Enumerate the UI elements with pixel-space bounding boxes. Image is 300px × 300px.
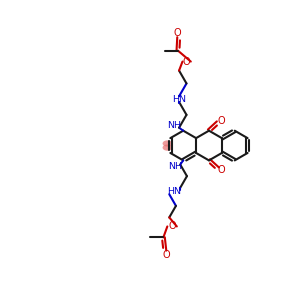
Text: NH: NH [168,162,182,171]
Text: NH: NH [167,121,181,130]
Ellipse shape [163,140,172,147]
Text: O: O [183,57,190,67]
Text: HN: HN [172,95,186,104]
Text: HN: HN [167,187,181,196]
Text: O: O [173,28,181,38]
Text: O: O [168,221,176,231]
Text: O: O [218,165,226,175]
Text: O: O [162,250,170,260]
Text: O: O [218,116,226,126]
Ellipse shape [163,145,172,151]
